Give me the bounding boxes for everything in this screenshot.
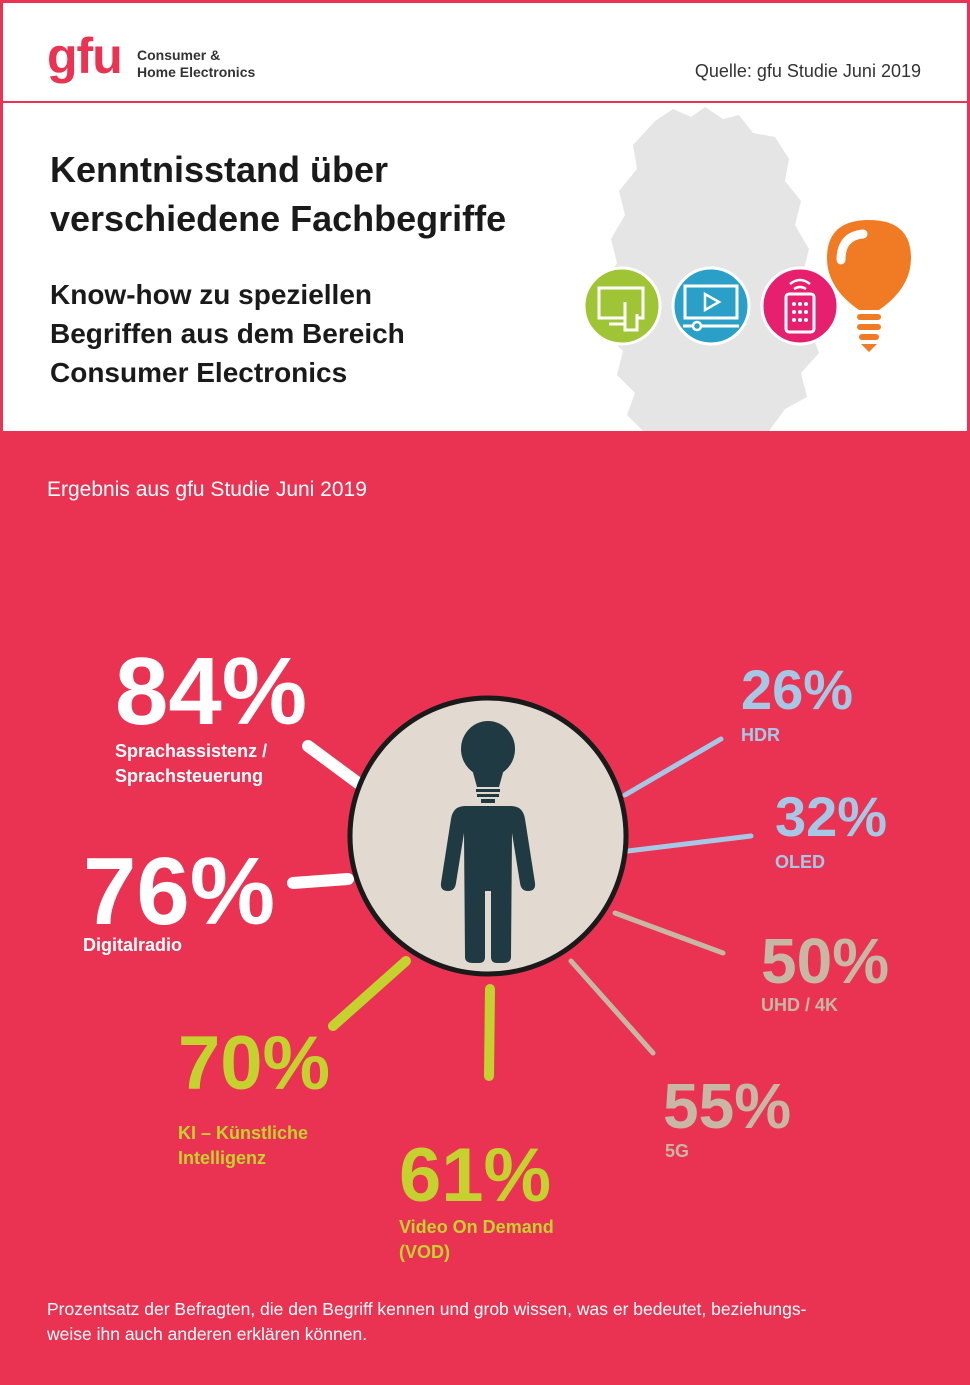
header-icons (582, 220, 911, 352)
chart-labels: 84%Sprachassistenz / Sprachsteuerung 76%Di… (83, 638, 889, 1262)
category-label-0-0: Sprachassistenz / (115, 741, 267, 761)
category-label-1-0: Digitalradio (83, 935, 182, 955)
category-label-3-1: (VOD) (399, 1242, 450, 1262)
category-label-0-1: Sprachsteuerung (115, 766, 263, 786)
value-label-2: 70% (178, 1021, 330, 1106)
footnote-line-2: weise ihn auch anderen erklären können. (47, 1324, 368, 1344)
category-label-2-1: Intelligenz (178, 1148, 266, 1168)
logo-tagline-line-2: Home Electronics (137, 64, 256, 80)
chart-rays (287, 736, 754, 1081)
ray-4 (568, 958, 656, 1056)
logo-tagline-line-1: Consumer & (137, 47, 221, 63)
category-label-4-0: 5G (665, 1141, 689, 1161)
lightbulb-icon (827, 220, 911, 352)
ray-5 (612, 910, 726, 956)
subtitle-line-3: Consumer Electronics (50, 357, 348, 388)
touchscreen-icon (582, 266, 662, 346)
ray-6 (625, 833, 754, 854)
footnote-line-1: Prozentsatz der Befragten, die den Begri… (47, 1299, 807, 1319)
category-label-7-0: HDR (741, 725, 780, 745)
value-label-3: 61% (399, 1133, 551, 1218)
ray-0 (302, 740, 364, 789)
ray-2 (328, 956, 411, 1031)
value-label-5: 50% (761, 925, 889, 997)
ray-7 (622, 736, 724, 798)
ray-3 (484, 984, 495, 1081)
radial-chart: 84%Sprachassistenz / Sprachsteuerung 76%Di… (83, 638, 889, 1262)
category-label-3-0: Video On Demand (399, 1217, 554, 1237)
person-lightbulb-icon (440, 721, 536, 963)
category-label-6-0: OLED (775, 852, 825, 872)
subtitle-line-2: Begriffen aus dem Bereich (50, 318, 405, 349)
title-line-1: Kenntnisstand über (50, 149, 389, 190)
value-label-1: 76% (83, 838, 275, 945)
value-label-0: 84% (115, 638, 307, 745)
remote-control-icon (760, 266, 840, 346)
results-section: Ergebnis aus gfu Studie Juni 2019 84% Spr… (3, 431, 967, 1382)
category-label-5-0: UHD / 4K (761, 995, 838, 1015)
category-label-2-0: KI – Künstliche (178, 1123, 308, 1143)
title-line-2: verschiedene Fachbegriffe (50, 198, 507, 239)
video-player-icon (671, 266, 751, 346)
logo-tagline: Consumer & Home Electronics (137, 47, 255, 81)
gfu-logo: gfu (47, 28, 123, 84)
intro-section: Kenntnisstand über verschiedene Fachbegr… (3, 103, 967, 431)
footnote: Prozentsatz der Befragten, die den Begri… (47, 1297, 927, 1347)
value-label-4: 55% (663, 1070, 791, 1142)
result-label: Ergebnis aus gfu Studie Juni 2019 (47, 478, 367, 501)
value-label-6: 32% (775, 785, 887, 848)
page-subtitle: Know-how zu speziellen Begriffen aus dem… (50, 275, 405, 392)
header: gfu Consumer & Home Electronics Quelle: … (3, 3, 967, 103)
subtitle-line-1: Know-how zu speziellen (50, 279, 373, 310)
ray-1 (287, 873, 354, 889)
value-label-7: 26% (741, 658, 853, 721)
source-label: Quelle: gfu Studie Juni 2019 (694, 61, 921, 81)
page-title: Kenntnisstand über verschiedene Fachbegr… (50, 145, 506, 243)
